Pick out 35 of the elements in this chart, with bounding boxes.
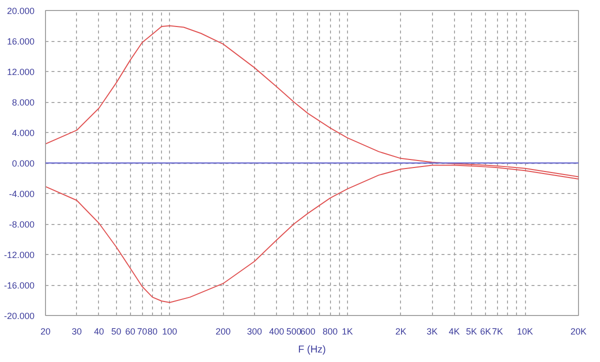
x-tick-label: 3K <box>426 326 438 336</box>
x-tick-label: 100 <box>162 326 178 336</box>
x-tick-label: 1K <box>342 326 353 336</box>
x-tick-label: 30 <box>72 326 82 336</box>
x-tick-label: 500 <box>286 326 302 336</box>
x-tick-label: 40 <box>94 326 104 336</box>
x-tick-label: 200 <box>216 326 231 336</box>
x-tick-label: 20 <box>40 326 51 336</box>
x-tick-label: 60 <box>125 326 136 336</box>
x-tick-label: 800 <box>322 326 338 336</box>
x-axis-title: F (Hz) <box>298 344 326 356</box>
y-tick-label: 16.000 <box>6 36 35 46</box>
x-tick-label: 80 <box>147 326 158 336</box>
x-tick-label: 5K <box>466 326 478 336</box>
x-tick-label: 7K <box>492 326 504 336</box>
x-tick-label: 600 <box>300 326 316 336</box>
y-tick-label: 4.000 <box>12 128 35 138</box>
x-tick-label: 10K <box>517 326 534 336</box>
y-tick-label: -8.000 <box>8 220 35 230</box>
y-tick-label: -4.000 <box>8 189 35 199</box>
x-tick-label: 300 <box>246 326 262 336</box>
y-tick-label: 8.000 <box>12 98 35 108</box>
y-tick-label: 0.000 <box>12 158 35 168</box>
x-tick-label: 400 <box>269 326 284 336</box>
x-tick-label: 4K <box>448 326 460 336</box>
y-tick-label: 20.000 <box>6 6 35 16</box>
y-tick-label: -12.000 <box>4 250 35 260</box>
x-tick-label: 20K <box>570 326 587 336</box>
y-tick-label: 12.000 <box>6 67 35 77</box>
y-tick-label: -20.000 <box>4 311 35 321</box>
x-tick-label: 70 <box>137 326 148 336</box>
x-tick-label: 50 <box>111 326 122 336</box>
x-tick-label: 6K <box>480 326 492 336</box>
y-tick-label: -16.000 <box>4 280 35 290</box>
x-tick-label: 2K <box>395 326 406 336</box>
